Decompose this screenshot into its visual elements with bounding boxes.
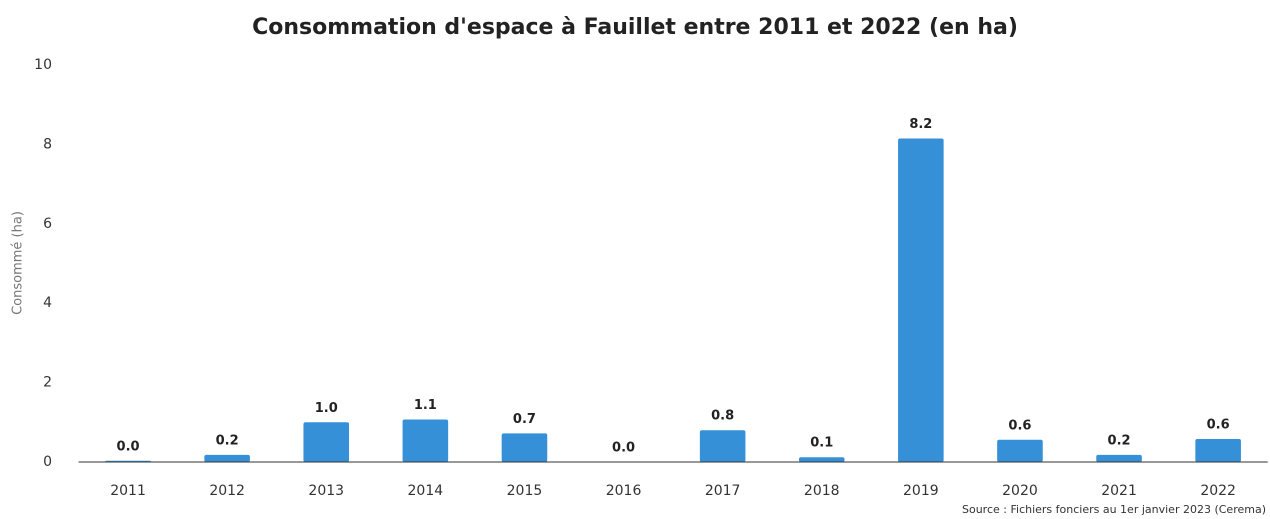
y-tick-label: 0 xyxy=(43,454,52,470)
value-label: 0.6 xyxy=(1008,418,1031,433)
value-label: 8.2 xyxy=(909,117,932,132)
y-tick-label: 6 xyxy=(43,216,52,232)
y-tick-label: 10 xyxy=(34,57,52,73)
bar xyxy=(204,454,250,462)
bar xyxy=(898,138,944,462)
source: Source : Fichiers fonciers au 1er janvie… xyxy=(962,503,1266,516)
bar xyxy=(798,457,845,462)
x-tick-label: 2022 xyxy=(1200,483,1236,499)
value-label: 0.7 xyxy=(513,412,536,427)
chart-title: Consommation d'espace à Fauillet entre 2… xyxy=(252,15,1018,40)
x-tick-label: 2014 xyxy=(408,483,444,499)
value-label: 0.1 xyxy=(810,436,833,451)
y-tick-label: 2 xyxy=(43,375,52,391)
value-label: 0.6 xyxy=(1207,417,1230,432)
bar xyxy=(997,439,1043,462)
value-label: 0.2 xyxy=(216,433,239,448)
x-tick-label: 2018 xyxy=(804,483,840,499)
x-tick-label: 2020 xyxy=(1002,483,1038,499)
x-tick-label: 2019 xyxy=(903,483,939,499)
value-label: 1.0 xyxy=(315,401,338,416)
x-tick-label: 2011 xyxy=(110,483,146,499)
y-axis-label: Consommé (ha) xyxy=(11,211,26,315)
x-tick-label: 2021 xyxy=(1101,483,1137,499)
x-tick-label: 2013 xyxy=(308,483,344,499)
bar xyxy=(1096,454,1142,462)
bar xyxy=(501,433,548,462)
value-label: 0.0 xyxy=(117,439,140,454)
bar xyxy=(402,419,449,462)
bar xyxy=(1195,438,1241,462)
x-tick-label: 2017 xyxy=(705,483,741,499)
value-label: 1.1 xyxy=(414,398,437,413)
x-tick-label: 2016 xyxy=(606,483,642,499)
value-label: 0.8 xyxy=(711,409,734,424)
y-tick-label: 8 xyxy=(43,136,52,152)
bar xyxy=(699,430,746,462)
y-tick-label: 4 xyxy=(43,295,52,311)
value-label: 0.0 xyxy=(612,441,635,456)
x-tick-label: 2012 xyxy=(209,483,245,499)
bar xyxy=(303,422,350,462)
x-tick-label: 2015 xyxy=(507,483,543,499)
value-label: 0.2 xyxy=(1108,433,1131,448)
